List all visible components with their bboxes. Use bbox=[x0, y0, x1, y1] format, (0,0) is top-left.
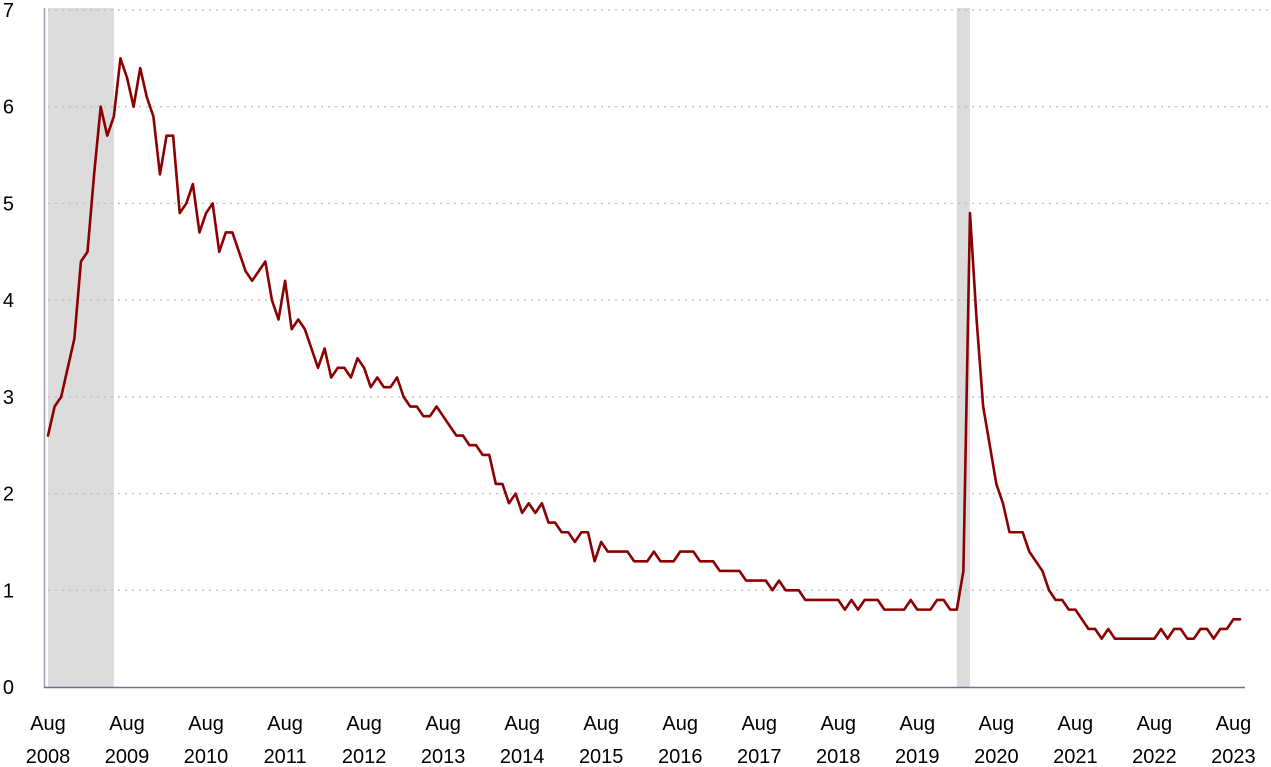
x-tick-label: Aug 2011 bbox=[264, 713, 307, 767]
y-tick-label: 0 bbox=[3, 677, 14, 699]
x-tick-month: Aug bbox=[583, 713, 619, 735]
x-tick-month: Aug bbox=[900, 713, 936, 735]
x-tick-month: Aug bbox=[820, 713, 856, 735]
x-tick-year: 2008 bbox=[26, 746, 71, 767]
x-tick-label: Aug 2008 bbox=[26, 713, 71, 767]
x-tick-label: Aug 2020 bbox=[974, 713, 1019, 767]
x-tick-month: Aug bbox=[109, 713, 145, 735]
x-tick-label: Aug 2019 bbox=[895, 713, 940, 767]
x-tick-month: Aug bbox=[1137, 713, 1173, 735]
x-tick-year: 2017 bbox=[737, 746, 782, 767]
x-tick-year: 2018 bbox=[816, 746, 861, 767]
x-tick-month: Aug bbox=[30, 713, 66, 735]
x-tick-month: Aug bbox=[1216, 713, 1252, 735]
x-tick-year: 2019 bbox=[895, 746, 940, 767]
x-tick-year: 2023 bbox=[1211, 746, 1256, 767]
axes bbox=[43, 8, 1245, 689]
x-tick-month: Aug bbox=[188, 713, 224, 735]
y-tick-label: 2 bbox=[3, 484, 14, 506]
x-tick-year: 2012 bbox=[342, 746, 387, 767]
x-tick-label: Aug 2014 bbox=[500, 713, 545, 767]
x-tick-label: Aug 2016 bbox=[658, 713, 703, 767]
recession-band-2 bbox=[956, 8, 970, 687]
x-tick-year: 2011 bbox=[264, 746, 307, 767]
x-tick-labels: Aug 2008 Aug 2009 Aug 2010 Aug 2011 Aug 2012 Aug 20… bbox=[26, 713, 1256, 767]
series bbox=[46, 57, 1242, 640]
y-tick-label: 7 bbox=[3, 0, 14, 22]
y-tick-label: 4 bbox=[3, 290, 14, 312]
x-tick-year: 2009 bbox=[105, 746, 150, 767]
x-tick-year: 2020 bbox=[974, 746, 1019, 767]
x-tick-year: 2013 bbox=[421, 746, 466, 767]
y-tick-label: 5 bbox=[3, 193, 14, 215]
recession-shading bbox=[48, 8, 970, 687]
x-tick-year: 2016 bbox=[658, 746, 703, 767]
x-tick-label: Aug 2022 bbox=[1132, 713, 1177, 767]
y-tick-label: 1 bbox=[3, 580, 14, 602]
x-tick-year: 2014 bbox=[500, 746, 545, 767]
x-tick-label: Aug 2021 bbox=[1053, 713, 1098, 767]
x-tick-month: Aug bbox=[979, 713, 1015, 735]
x-tick-label: Aug 2012 bbox=[342, 713, 387, 767]
x-tick-month: Aug bbox=[741, 713, 777, 735]
x-tick-label: Aug 2013 bbox=[421, 713, 466, 767]
x-tick-month: Aug bbox=[267, 713, 303, 735]
y-tick-labels: 0 1 2 3 4 5 6 7 bbox=[3, 0, 14, 699]
x-tick-month: Aug bbox=[1058, 713, 1094, 735]
y-tick-label: 6 bbox=[3, 97, 14, 119]
x-tick-label: Aug 2017 bbox=[737, 713, 782, 767]
x-tick-year: 2021 bbox=[1053, 746, 1098, 767]
x-tick-month: Aug bbox=[662, 713, 698, 735]
y-gridlines bbox=[48, 9, 1268, 591]
x-tick-label: Aug 2023 bbox=[1211, 713, 1256, 767]
x-tick-label: Aug 2009 bbox=[105, 713, 150, 767]
x-tick-label: Aug 2018 bbox=[816, 713, 861, 767]
x-tick-year: 2022 bbox=[1132, 746, 1177, 767]
x-tick-year: 2010 bbox=[184, 746, 229, 767]
x-tick-label: Aug 2015 bbox=[579, 713, 624, 767]
x-tick-month: Aug bbox=[504, 713, 540, 735]
x-tick-label: Aug 2010 bbox=[184, 713, 229, 767]
x-tick-month: Aug bbox=[425, 713, 461, 735]
series-line bbox=[46, 57, 1242, 640]
recession-band-1 bbox=[48, 8, 114, 687]
y-tick-label: 3 bbox=[3, 387, 14, 409]
x-tick-year: 2015 bbox=[579, 746, 624, 767]
x-tick-month: Aug bbox=[346, 713, 382, 735]
